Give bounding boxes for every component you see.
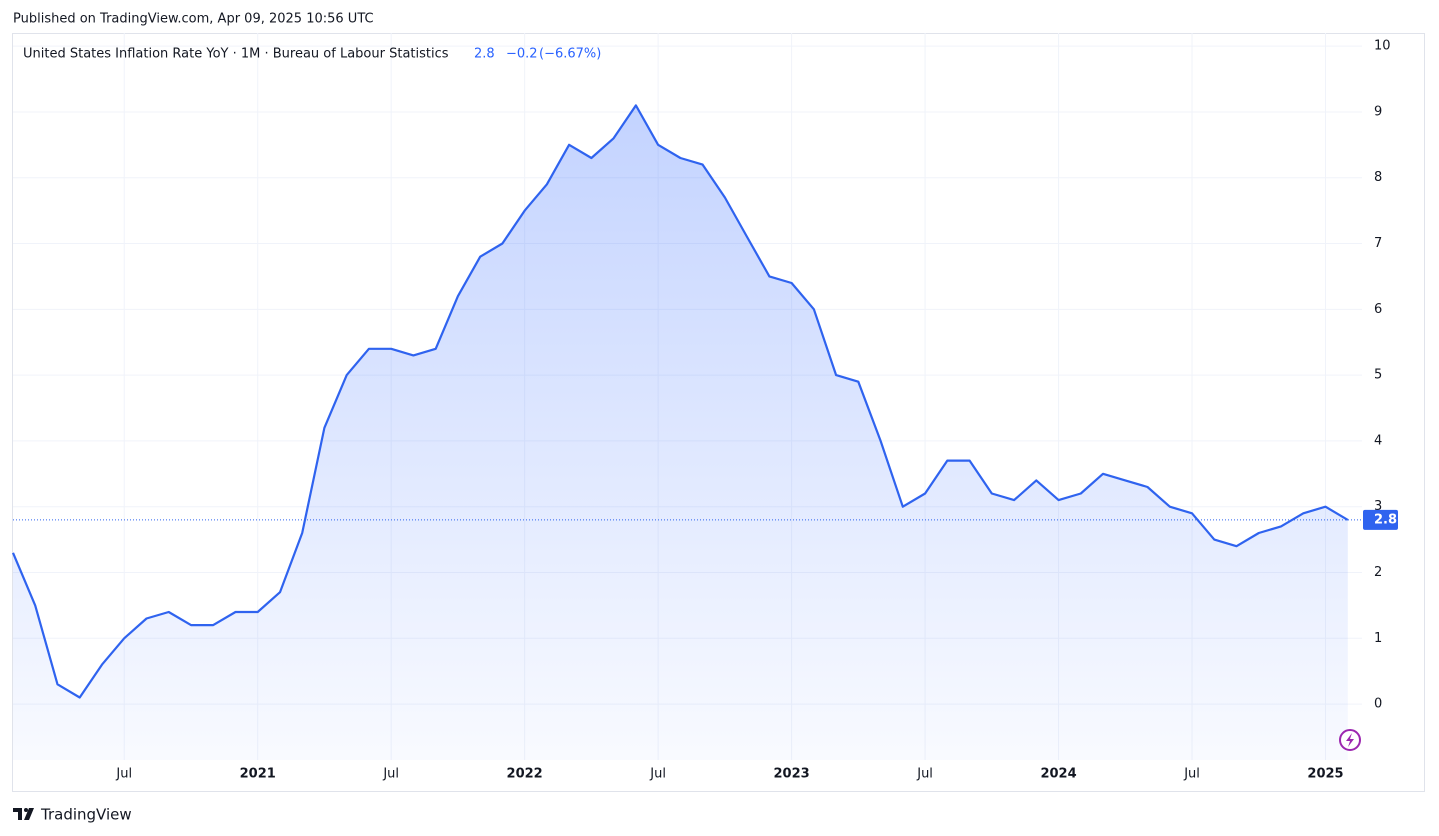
x-tick-label: Jul: [1183, 767, 1200, 782]
chart-title: United States Inflation Rate YoY · 1M · …: [23, 47, 449, 62]
legend-value: 2.8: [474, 47, 495, 62]
x-tick-label: Jul: [382, 767, 399, 782]
series-line: [11, 104, 1349, 699]
y-tick-label: 6: [1374, 302, 1382, 317]
x-tick-label: 2021: [240, 767, 276, 782]
y-tick-label: 10: [1374, 39, 1391, 54]
legend-change: −0.2: [506, 47, 538, 62]
y-tick-label: 1: [1374, 631, 1382, 646]
x-tick-label: 2023: [774, 767, 810, 782]
last-value-badge: [1363, 509, 1398, 530]
y-tick-label: 5: [1374, 368, 1382, 383]
y-tick-label: 3: [1374, 499, 1382, 514]
x-tick-label: 2024: [1040, 767, 1076, 782]
y-tick-label: 2: [1374, 565, 1382, 580]
y-tick-label: 0: [1374, 697, 1382, 712]
x-tick-label: Jul: [115, 767, 132, 782]
x-tick-label: 2025: [1307, 767, 1343, 782]
lightning-icon[interactable]: [1339, 729, 1361, 751]
chart-frame: [12, 33, 1425, 792]
x-tick-label: Jul: [649, 767, 666, 782]
x-tick-label: Jul: [916, 767, 933, 782]
y-tick-label: 8: [1374, 170, 1382, 185]
y-tick-label: 9: [1374, 104, 1382, 119]
x-tick-label: 2022: [507, 767, 543, 782]
y-tick-label: 4: [1374, 433, 1382, 448]
y-tick-label: 7: [1374, 236, 1382, 251]
brand-logo: [13, 808, 34, 820]
brand-name: TradingView: [40, 806, 132, 824]
published-note: Published on TradingView.com, Apr 09, 20…: [13, 12, 374, 27]
area-fill: [13, 105, 1348, 760]
last-value-label: 2.8: [1374, 512, 1397, 527]
legend-change-percent: (−6.67%): [539, 47, 601, 62]
